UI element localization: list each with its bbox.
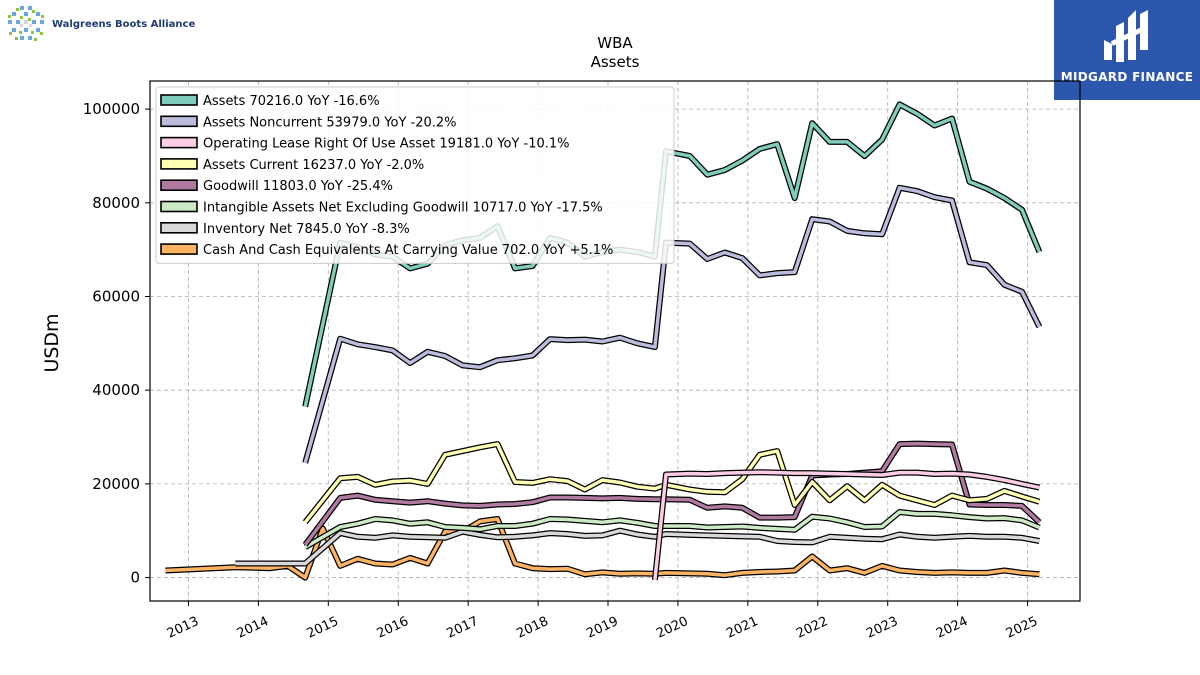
plot-frame bbox=[149, 80, 1081, 602]
series-line-5 bbox=[304, 510, 1041, 549]
legend-label: Assets 70216.0 YoY -16.6% bbox=[203, 94, 380, 109]
legend-label: Operating Lease Right Of Use Asset 19181… bbox=[203, 137, 570, 152]
chart-title: WBA bbox=[597, 34, 633, 52]
legend-label: Assets Noncurrent 53979.0 YoY -20.2% bbox=[203, 115, 457, 130]
legend-swatch bbox=[160, 200, 198, 213]
legend-swatch bbox=[160, 179, 198, 191]
legend-label: Assets Current 16237.0 YoY -2.0% bbox=[203, 158, 424, 173]
midgard-finance-logo: MIDGARD FINANCE bbox=[1054, 0, 1200, 100]
legend-label: Cash And Cash Equivalents At Carrying Va… bbox=[203, 243, 613, 258]
legend-swatch bbox=[160, 115, 198, 128]
legend-label: Inventory Net 7845.0 YoY -8.3% bbox=[203, 222, 410, 237]
wba-logo-icon bbox=[8, 6, 44, 41]
y-tick-label: 100000 bbox=[83, 100, 140, 118]
y-tick-label: 80000 bbox=[92, 194, 140, 212]
midgard-logo-icon bbox=[1104, 10, 1148, 62]
y-tick-label: 20000 bbox=[92, 475, 140, 493]
x-tick-label: 2015 bbox=[305, 614, 341, 642]
x-tick-label: 2019 bbox=[584, 614, 620, 642]
series-outline-5 bbox=[303, 509, 1041, 550]
legend-swatch bbox=[160, 94, 198, 106]
series-line-4 bbox=[303, 441, 1041, 546]
legend-swatch bbox=[160, 243, 198, 255]
x-tick-label: 2013 bbox=[165, 614, 201, 642]
y-tick-label: 40000 bbox=[92, 381, 140, 399]
series-line-3 bbox=[303, 442, 1040, 524]
series-line-2 bbox=[653, 470, 1040, 581]
series-line-1 bbox=[303, 186, 1041, 464]
legend-box bbox=[155, 86, 675, 264]
chart-subtitle: Assets bbox=[591, 53, 640, 71]
x-tick-label: 2017 bbox=[445, 614, 481, 642]
y-tick-label: 60000 bbox=[92, 287, 140, 305]
x-tick-label: 2024 bbox=[934, 614, 970, 642]
x-tick-label: 2021 bbox=[724, 614, 760, 642]
series-line-7 bbox=[165, 517, 1040, 580]
x-tick-label: 2023 bbox=[864, 614, 900, 642]
x-tick-label: 2022 bbox=[794, 614, 830, 642]
x-tick-label: 2025 bbox=[1004, 614, 1040, 642]
wba-brand: Walgreens Boots Alliance bbox=[6, 4, 195, 44]
legend-label: Goodwill 11803.0 YoY -25.4% bbox=[203, 179, 393, 194]
y-tick-label: 0 bbox=[130, 569, 140, 587]
series-outline-4 bbox=[302, 440, 1042, 547]
x-tick-label: 2016 bbox=[375, 614, 411, 642]
legend-swatch bbox=[160, 222, 198, 234]
midgard-label: MIDGARD FINANCE bbox=[1060, 70, 1194, 84]
y-axis-label: USDm bbox=[41, 313, 63, 372]
x-tick-label: 2020 bbox=[654, 614, 690, 642]
legend: Assets 70216.0 YoY -16.6% Assets Noncurre… bbox=[155, 86, 675, 264]
series-outline-7 bbox=[165, 516, 1040, 581]
legend-label: Intangible Assets Net Excluding Goodwill… bbox=[203, 201, 603, 216]
legend-swatch bbox=[160, 136, 198, 149]
x-tick-label: 2014 bbox=[235, 614, 271, 642]
legend-swatch bbox=[160, 158, 198, 170]
company-name: Walgreens Boots Alliance bbox=[52, 18, 196, 30]
x-tick-label: 2018 bbox=[514, 614, 550, 642]
